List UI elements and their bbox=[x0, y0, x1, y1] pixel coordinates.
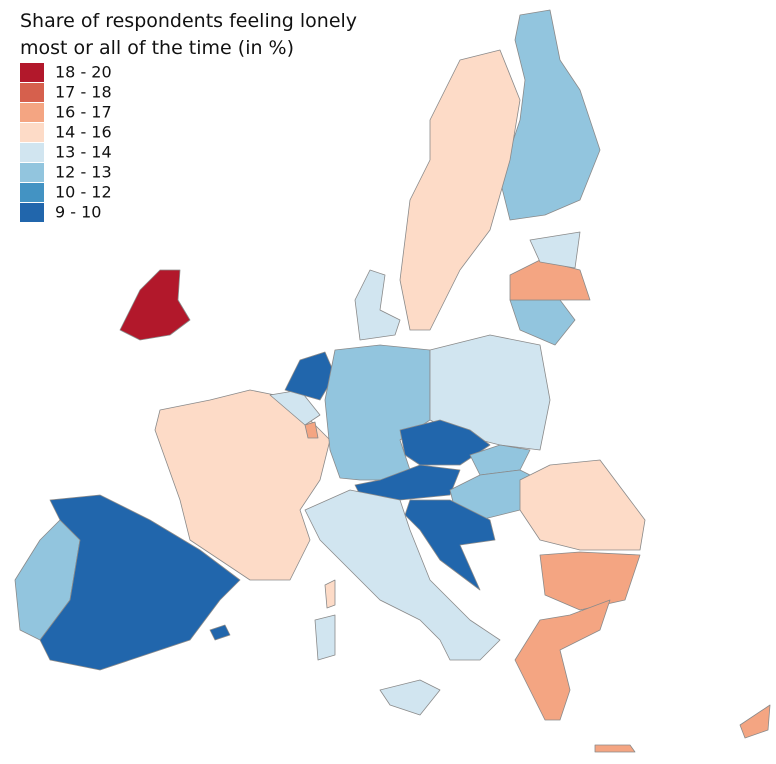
legend-label: 9 - 10 bbox=[55, 203, 101, 222]
legend-label: 14 - 16 bbox=[55, 123, 112, 142]
region bbox=[324, 579, 336, 609]
region bbox=[304, 489, 501, 661]
legend-swatch bbox=[20, 203, 44, 222]
legend-swatch bbox=[20, 143, 44, 162]
region bbox=[154, 389, 331, 581]
region bbox=[399, 49, 521, 331]
map-title: Share of respondents feeling lonely most… bbox=[20, 8, 357, 62]
region bbox=[594, 744, 636, 753]
region bbox=[539, 551, 641, 611]
legend-label: 10 - 12 bbox=[55, 183, 112, 202]
region bbox=[209, 624, 231, 641]
legend-label: 13 - 14 bbox=[55, 143, 112, 162]
region bbox=[304, 421, 319, 439]
region bbox=[379, 679, 441, 716]
legend-swatch bbox=[20, 63, 44, 82]
region bbox=[404, 499, 496, 591]
region bbox=[354, 269, 401, 341]
region bbox=[314, 614, 336, 661]
legend-label: 16 - 17 bbox=[55, 103, 112, 122]
legend-label: 17 - 18 bbox=[55, 83, 112, 102]
region bbox=[739, 704, 771, 739]
region bbox=[469, 444, 531, 476]
region bbox=[514, 599, 611, 721]
region bbox=[519, 459, 646, 551]
title-line: Share of respondents feeling lonely bbox=[20, 10, 358, 32]
legend-label: 12 - 13 bbox=[55, 163, 112, 182]
legend-swatch bbox=[20, 83, 44, 102]
region bbox=[39, 494, 241, 671]
region bbox=[284, 351, 336, 401]
region bbox=[119, 269, 191, 341]
legend-label: 18 - 20 bbox=[55, 63, 112, 82]
title-line: most or all of the time (in %) bbox=[20, 37, 295, 59]
legend-swatch bbox=[20, 123, 44, 142]
region bbox=[499, 9, 601, 221]
legend-swatch bbox=[20, 163, 44, 182]
legend-swatch bbox=[20, 183, 44, 202]
region bbox=[529, 231, 581, 269]
region bbox=[509, 299, 576, 346]
legend-swatch bbox=[20, 103, 44, 122]
region bbox=[509, 259, 591, 301]
regions bbox=[14, 9, 771, 753]
